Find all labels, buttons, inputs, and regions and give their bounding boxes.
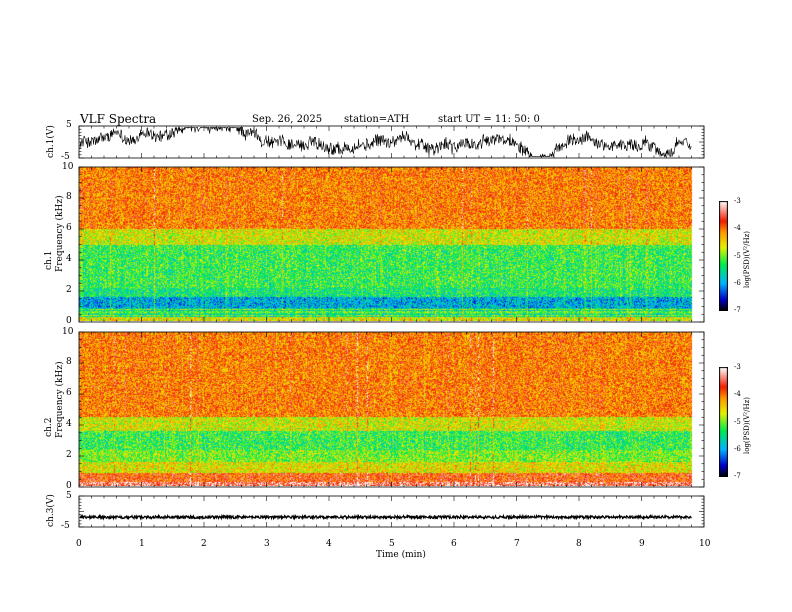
ch1-spectrogram-canvas [79, 167, 693, 321]
xtick-1: 1 [139, 539, 145, 549]
ch2-freq-tick-10: 10 [62, 327, 74, 337]
ch1-freq-tick-10: 10 [62, 162, 74, 172]
cbar2-label: log(PSD)(V²/Hz) [743, 397, 751, 454]
ch2-freq-tick-8: 8 [66, 357, 72, 367]
cbar1-tick-m3: -3 [734, 197, 741, 205]
ch1-waveform-line [79, 126, 692, 158]
x-axis-label: Time (min) [376, 550, 426, 560]
cbar2-tick-m7: -7 [734, 472, 741, 480]
cbar2-tick-m5: -5 [734, 418, 741, 426]
xtick-10: 10 [699, 539, 711, 549]
figure-start-ut: start UT = 11: 50: 0 [438, 114, 540, 125]
ch3-ytick-bottom: -5 [61, 521, 70, 531]
xtick-5: 5 [389, 539, 395, 549]
cbar1-tick-m5: -5 [734, 252, 741, 260]
ch1-freq-tick-8: 8 [66, 192, 72, 202]
ch2-freq-tick-2: 2 [66, 450, 72, 460]
ch2-freq-tick-0: 0 [66, 481, 72, 491]
xtick-7: 7 [514, 539, 520, 549]
cbar1-tick-m4: -4 [734, 224, 741, 232]
ch2-spectrogram-frame [78, 331, 705, 488]
ch1-freq-tick-0: 0 [66, 316, 72, 326]
ch2-freq-tick-4: 4 [66, 419, 72, 429]
ch1-spectrogram-ylabel-channel: ch.1 [44, 250, 54, 270]
ch1-colorbar [719, 201, 728, 311]
xtick-6: 6 [451, 539, 457, 549]
ch1-ytick-bottom: -5 [61, 152, 70, 162]
cbar1-label: log(PSD)(V²/Hz) [743, 231, 751, 288]
ch2-colorbar [719, 367, 728, 477]
ch3-ytick-top: 5 [66, 491, 72, 501]
ch2-spectrogram-ylabel-freq: Frequency (kHz) [55, 361, 65, 438]
xtick-2: 2 [201, 539, 207, 549]
ch1-freq-tick-4: 4 [66, 254, 72, 264]
xtick-8: 8 [576, 539, 582, 549]
ch1-freq-tick-6: 6 [66, 223, 72, 233]
ch2-spectrogram-ylabel-channel: ch.2 [44, 417, 54, 437]
xtick-4: 4 [326, 539, 332, 549]
cbar2-tick-m4: -4 [734, 390, 741, 398]
ch1-spectrogram-ylabel-freq: Frequency (kHz) [55, 195, 65, 272]
xtick-9: 9 [639, 539, 645, 549]
ch2-freq-tick-6: 6 [66, 388, 72, 398]
ch2-spectrogram-canvas [79, 332, 693, 486]
ch1-ytick-top: 5 [66, 120, 72, 130]
xtick-0: 0 [76, 539, 82, 549]
cbar2-tick-m6: -6 [734, 445, 741, 453]
cbar1-tick-m7: -7 [734, 306, 741, 314]
ch3-waveform-ylabel: ch.3(V) [46, 494, 56, 527]
ch1-freq-tick-2: 2 [66, 285, 72, 295]
figure-date: Sep. 26, 2025 [252, 114, 323, 125]
ch1-waveform-ylabel: ch.1(V) [46, 125, 56, 158]
cbar1-tick-m6: -6 [734, 279, 741, 287]
xtick-3: 3 [264, 539, 270, 549]
ch3-waveform-line [79, 513, 692, 521]
figure-title: VLF Spectra [80, 112, 157, 126]
cbar2-tick-m3: -3 [734, 363, 741, 371]
ch1-spectrogram-frame [78, 166, 705, 323]
figure-station: station=ATH [344, 114, 410, 125]
